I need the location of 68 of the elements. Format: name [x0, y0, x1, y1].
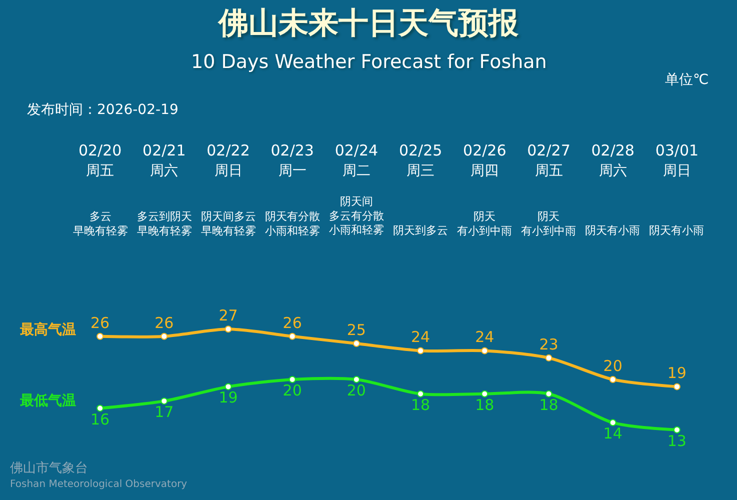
series-label: 最低气温 — [19, 393, 76, 409]
data-label: 19 — [667, 364, 686, 382]
data-label: 18 — [539, 396, 558, 414]
text: 佛山市气象台 — [10, 461, 88, 476]
data-label: 20 — [282, 382, 302, 400]
text: 阴天间多云有分散小雨和轻雾 — [329, 195, 384, 237]
data-label: 27 — [218, 306, 238, 325]
x-tick-label: 02/20 周五 — [78, 142, 122, 179]
point — [545, 354, 552, 362]
data-label: 26 — [90, 314, 110, 332]
data-label: 14 — [603, 424, 622, 443]
data-label: 16 — [90, 410, 110, 428]
text: 多云早晚有轻雾 — [73, 210, 128, 238]
x-tick-label: 02/22 周日 — [206, 142, 250, 179]
data-label: 18 — [475, 396, 494, 414]
x-tick-label: 02/26 周四 — [463, 142, 506, 179]
point — [673, 426, 680, 434]
x-tick-label: 02/21 周六 — [142, 142, 186, 179]
text: 阴天到多云 — [393, 224, 448, 237]
text: 阴天有小雨 — [585, 224, 640, 237]
point — [352, 376, 360, 383]
text: 阴天有小到中雨 — [457, 210, 512, 238]
point — [609, 376, 616, 383]
point — [417, 390, 424, 398]
data-label: 24 — [475, 328, 494, 346]
point — [288, 332, 296, 340]
x-tick-label: 02/25 周三 — [398, 142, 442, 179]
text: 多云到阴天早晚有轻雾 — [137, 210, 192, 238]
x-tick-label: 02/27 周五 — [527, 142, 570, 179]
series-label: 最高气温 — [19, 321, 76, 338]
text: 阴天有小雨 — [649, 224, 704, 237]
point — [224, 326, 232, 333]
data-label: 25 — [346, 321, 366, 340]
point — [288, 376, 296, 383]
x-tick-label: 03/01 周日 — [655, 142, 699, 179]
text: 阴天有小到中雨 — [521, 210, 576, 238]
point — [96, 404, 104, 412]
text: 阴天间多云早晚有轻雾 — [201, 210, 256, 238]
data-label: 24 — [411, 328, 430, 346]
x-tick-label: 02/23 周一 — [270, 142, 314, 179]
data-label: 20 — [346, 382, 366, 400]
data-label: 17 — [154, 403, 174, 422]
text: 单位℃ — [665, 72, 709, 88]
data-label: 18 — [411, 396, 430, 414]
x-tick-label: 02/24 周二 — [334, 142, 378, 179]
point — [224, 383, 232, 390]
point — [352, 340, 360, 348]
text: Foshan Meteorological Observatory — [10, 479, 188, 490]
data-label: 20 — [603, 357, 622, 375]
text: 阴天有分散小雨和轻雾 — [265, 210, 320, 238]
point — [481, 390, 488, 398]
point — [160, 332, 168, 340]
data-label: 19 — [218, 388, 238, 407]
chart-subtitle: 10 Days Weather Forecast for Foshan — [191, 51, 547, 73]
point — [673, 383, 680, 390]
chart-title: 佛山未来十日天气预报 — [218, 6, 520, 41]
data-label: 26 — [282, 314, 302, 332]
x-tick-label: 02/28 周六 — [591, 142, 634, 179]
data-label: 26 — [154, 314, 174, 332]
point — [417, 347, 424, 354]
point — [481, 347, 488, 354]
text: 发布时间：2026-02-19 — [27, 102, 178, 118]
point — [545, 390, 552, 398]
point — [96, 332, 104, 340]
point — [609, 419, 616, 426]
point — [160, 398, 168, 405]
data-label: 13 — [667, 432, 686, 450]
data-label: 23 — [539, 335, 558, 354]
